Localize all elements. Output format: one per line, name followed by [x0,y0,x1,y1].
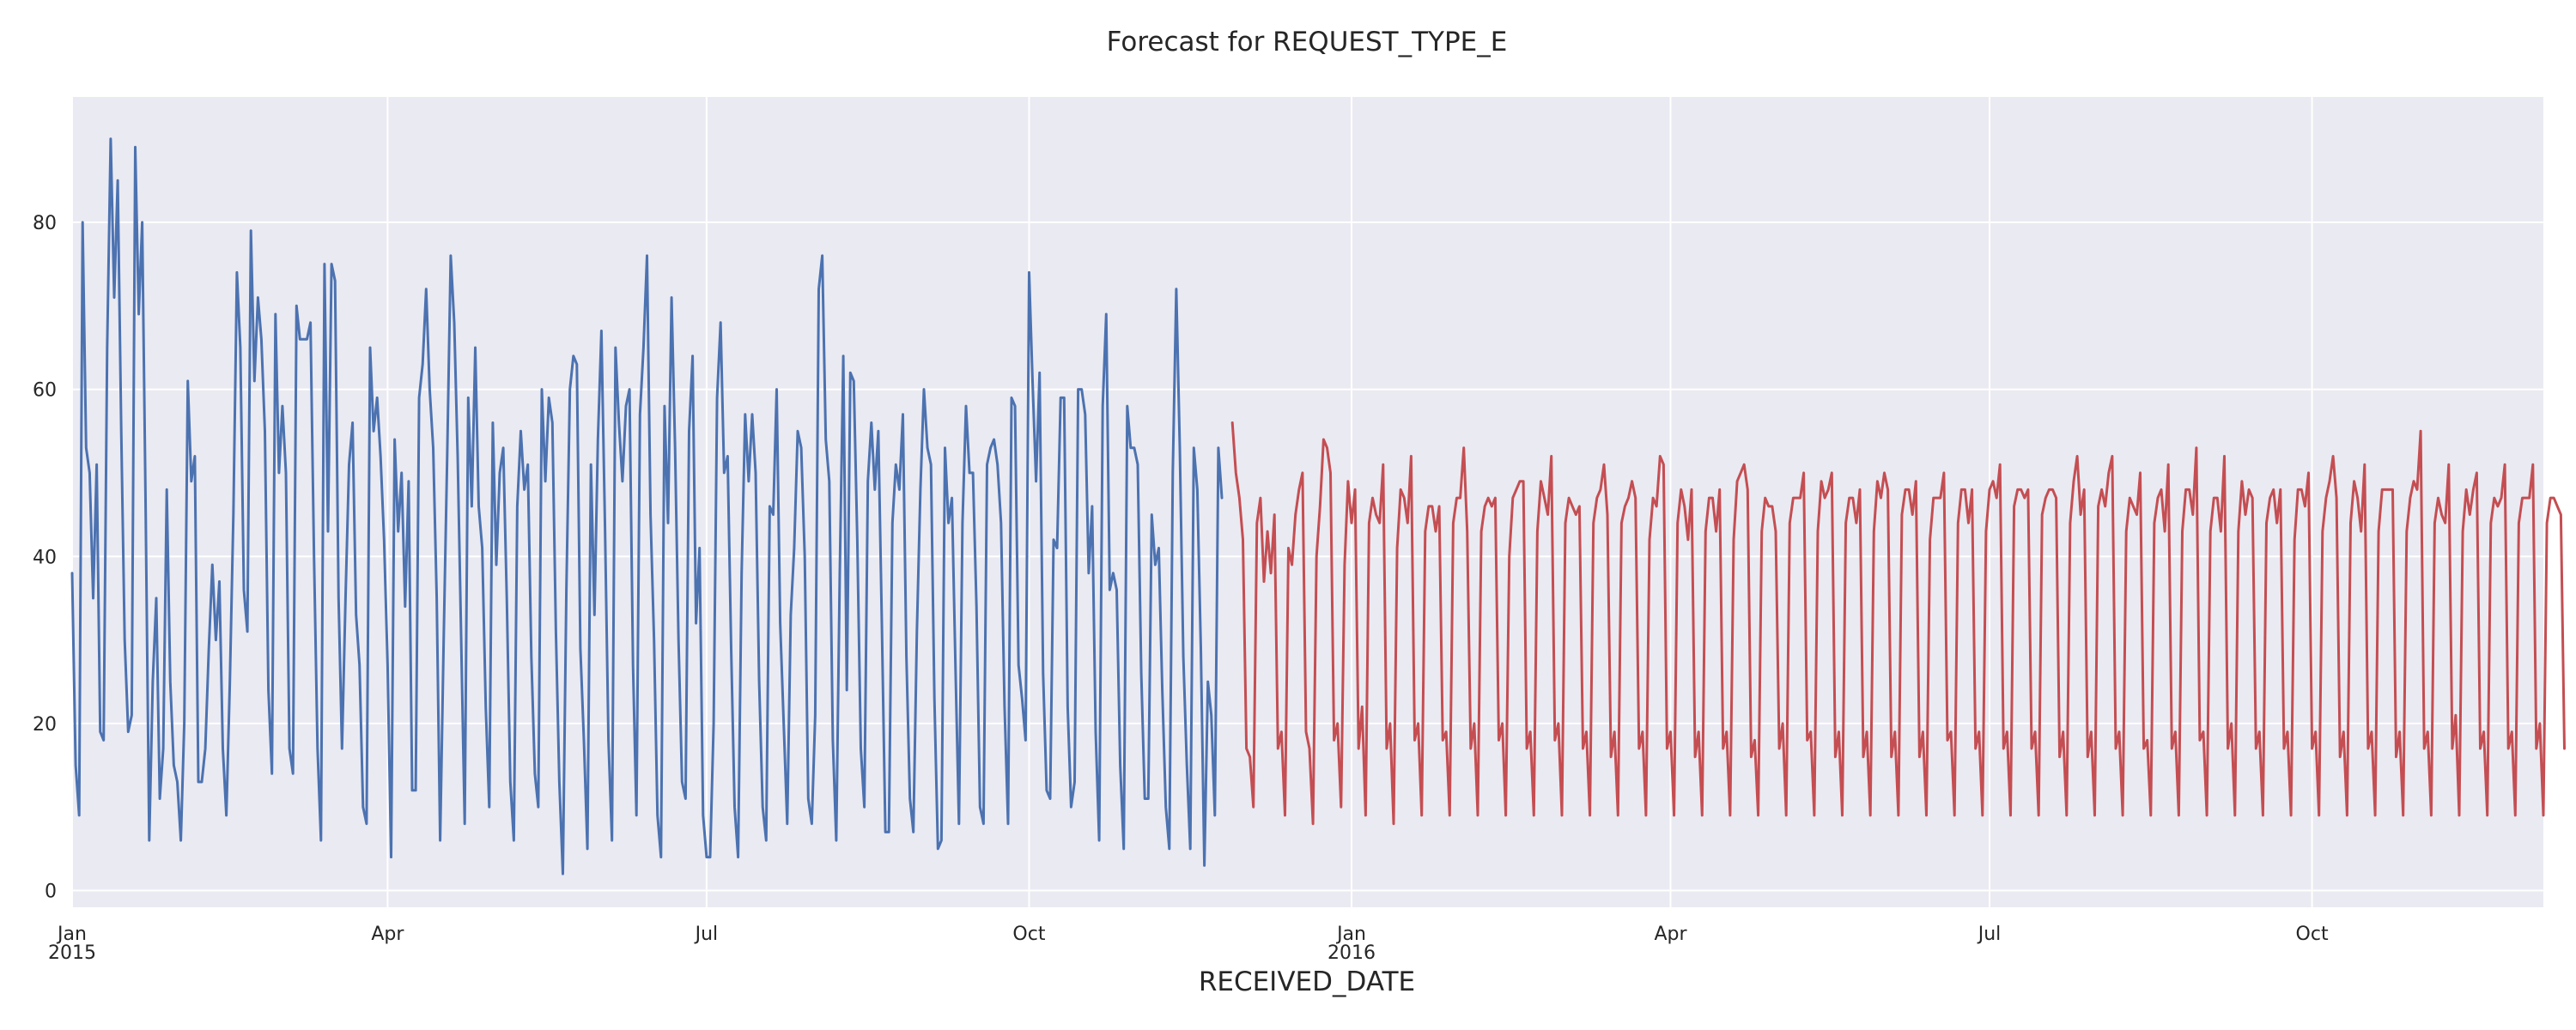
x-tick-label: Jan [1335,924,1366,945]
x-axis-label: RECEIVED_DATE [1199,966,1415,997]
x-tick-label: Oct [2296,924,2329,945]
series-layer [70,137,2566,876]
grid-lines [71,97,2543,907]
chart-title: Forecast for REQUEST_TYPE_E [1107,27,1508,58]
forecast-series-line [1230,421,2566,826]
y-axis: 0 20 40 60 80 [33,213,57,903]
x-tick-label: Apr [371,924,404,945]
x-tick-label: Jan [56,924,87,945]
y-tick-label: 20 [33,714,57,736]
y-tick-label: 80 [33,213,57,234]
x-tick-label: Oct [1012,924,1045,945]
x-tick-label: Jul [1977,924,2002,945]
y-tick-label: 60 [33,380,57,402]
x-tick-sublabel: 2015 [48,942,96,964]
x-tick-label: Apr [1654,924,1687,945]
y-tick-label: 0 [45,882,57,903]
observed-series-line [70,137,1224,876]
plot-area [72,97,2543,907]
x-tick-label: Jul [694,924,719,945]
y-tick-label: 40 [33,547,57,568]
x-tick-sublabel: 2016 [1327,942,1376,964]
